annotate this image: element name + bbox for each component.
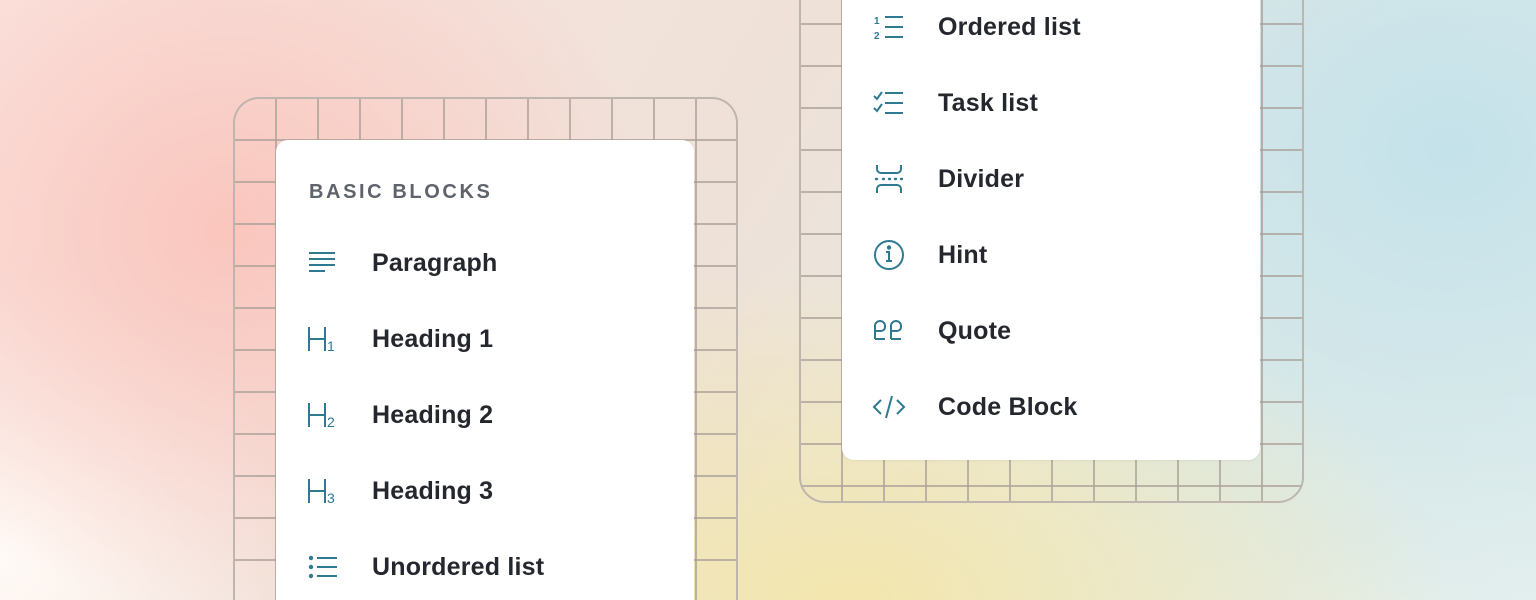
heading-3-icon: 3 [308,479,335,506]
ordered-list-icon: 12 [874,16,903,42]
paragraph-icon [309,252,335,272]
info-icon [874,240,904,270]
menu-item-hint[interactable]: Hint [872,235,987,275]
svg-text:1: 1 [327,338,335,354]
quote-icon [874,320,902,340]
menu-item-code-block[interactable]: Code Block [872,387,1078,427]
menu-item-heading-2[interactable]: 2 Heading 2 [306,395,493,435]
code-icon [872,395,906,419]
menu-item-heading-3[interactable]: 3 Heading 3 [306,471,493,511]
svg-text:3: 3 [327,490,335,506]
basic-blocks-menu: BASIC BLOCKS Paragraph 1 Heading 1 2 Hea… [276,140,694,600]
task-list-icon [873,91,903,114]
menu-item-heading-1[interactable]: 1 Heading 1 [306,319,493,359]
menu-item-quote[interactable]: Quote [872,311,1011,351]
svg-text:1: 1 [874,16,880,27]
menu-item-unordered-list[interactable]: Unordered list [306,547,544,587]
svg-text:2: 2 [874,31,880,42]
divider-icon [874,165,904,193]
unordered-list-icon [308,555,337,579]
menu-item-divider[interactable]: Divider [872,159,1024,199]
menu-item-task-list[interactable]: Task list [872,83,1038,123]
svg-text:2: 2 [327,414,335,430]
heading-2-icon: 2 [308,403,335,430]
heading-1-icon: 1 [308,327,335,354]
section-header: BASIC BLOCKS [309,181,493,203]
menu-item-paragraph[interactable]: Paragraph [306,243,497,283]
